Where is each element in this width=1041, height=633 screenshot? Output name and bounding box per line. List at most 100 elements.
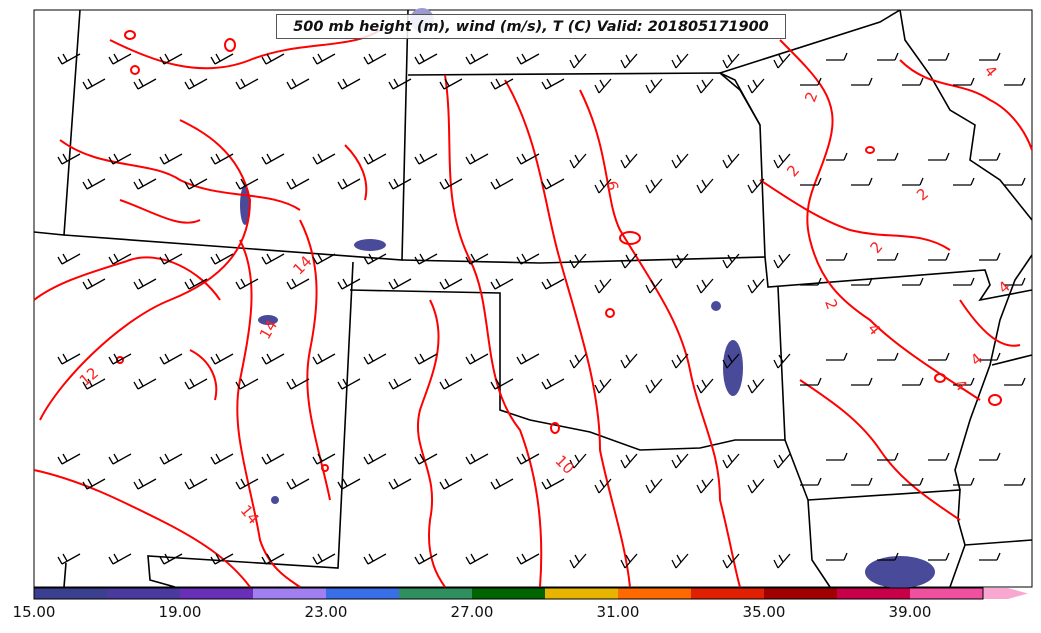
wind-barb [620,553,638,569]
colorbar-segment [837,588,910,599]
boundary-line [401,256,766,264]
wind-barb [184,478,208,490]
wind-barb [363,153,387,165]
wind-barb [1004,477,1026,486]
wind-barb [57,453,81,465]
wind-barb [953,177,975,186]
wind-barb [671,153,689,169]
wind-barb [286,78,310,90]
wind-barb [414,153,438,165]
wind-barb [928,152,950,161]
wind-barb [261,353,285,365]
wind-barb [133,278,157,290]
wind-barb [133,178,157,190]
wind-barb [312,553,336,565]
colorbar-segment [180,588,253,599]
wind-barb [516,53,540,65]
wind-barb [286,178,310,190]
wind-barb [902,77,924,86]
isotherm-ring [224,38,236,52]
wind-barb [108,353,132,365]
map-title: 500 mb height (m), wind (m/s), T (C) Val… [293,18,769,35]
wind-barb [851,77,873,86]
wind-barb [490,278,514,290]
wind-barb [722,253,740,269]
wind-barb [261,153,285,165]
isotherm-line [33,256,221,301]
boundary-line [349,286,786,451]
wind-barb [722,353,740,369]
wind-barb [569,353,587,369]
wind-barb [337,378,361,390]
wind-barb [210,53,234,65]
wind-barb [953,377,975,386]
wind-barb [388,78,412,90]
colorbar-tick-label: 39.00 [888,603,932,621]
wind-barb [133,378,157,390]
wind-barb [57,253,81,265]
isotherms [33,29,1033,588]
wind-barb [286,278,310,290]
wind-barb [541,478,565,490]
wind-barb [696,178,714,194]
colorbar-tick-label: 15.00 [12,603,56,621]
wind-barb [902,377,924,386]
wind-barb [312,53,336,65]
isotherm-ring [605,308,615,318]
boundary-line [63,562,67,588]
wind-barb [439,378,463,390]
wind-barb [184,78,208,90]
fill-blob [354,239,386,251]
wind-barb [928,252,950,261]
wind-barb [902,277,924,286]
colorbar-outline [33,587,984,600]
colorbar-tick-label: 19.00 [158,603,202,621]
wind-barb [184,378,208,390]
wind-barb [108,253,132,265]
isotherm-line [236,239,301,588]
colorbar-tick-label: 31.00 [596,603,640,621]
wind-barb [928,52,950,61]
isotherm-ring [865,146,875,154]
state-boundaries [33,9,1033,588]
isotherm-line [759,179,951,251]
wind-barb [159,253,183,265]
wind-barb [979,352,1001,361]
wind-barb [722,553,740,569]
boundary-line [147,261,354,588]
wind-barb [363,553,387,565]
wind-barb [108,453,132,465]
isotherm-ring [988,394,1002,406]
wind-barb [388,478,412,490]
boundary-line [991,354,1033,366]
colorbar-segment [326,588,399,599]
wind-barb [800,177,822,186]
wind-barb [620,153,638,169]
boundary-line [807,489,966,588]
wind-barb [465,153,489,165]
colorbar-segment [618,588,691,599]
boundary-line [784,439,831,588]
isotherm-ring [321,464,329,472]
wind-barb [465,353,489,365]
wind-barb [57,153,81,165]
wind-barb [928,452,950,461]
wind-barb [541,378,565,390]
colorbar-segment [764,588,837,599]
wind-barb [57,353,81,365]
colorbar-segment [983,588,1028,599]
wind-barb [722,453,740,469]
wind-barb [696,378,714,394]
isotherm-line [33,469,251,588]
wind-barb [877,152,899,161]
wind-barb [1004,277,1026,286]
wind-barb [773,353,791,369]
wind-barb [261,553,285,565]
wind-barb [210,353,234,365]
wind-barb [82,478,106,490]
isotherm-line [504,79,631,588]
wind-barb [594,378,612,394]
wind-barb [516,453,540,465]
isotherm-line [779,39,981,401]
colorbar-segment [910,588,983,599]
